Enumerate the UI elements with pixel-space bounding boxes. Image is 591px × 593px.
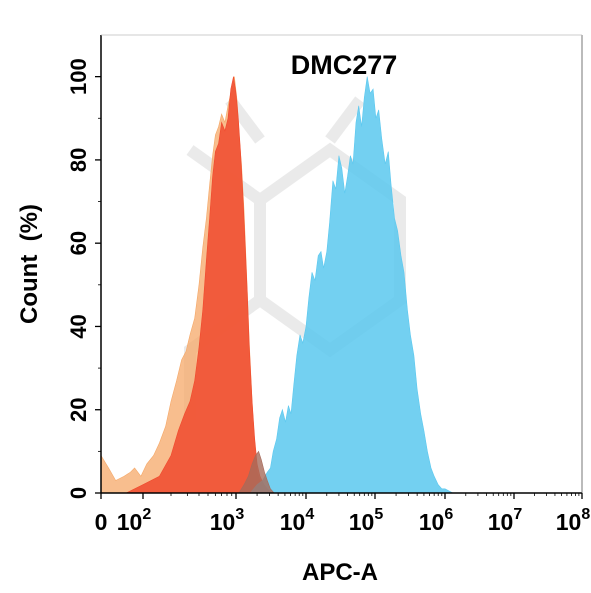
y-tick-label: 0: [66, 487, 91, 499]
y-tick-label: 80: [66, 148, 91, 172]
x-axis-label: APC-A: [302, 559, 378, 586]
histogram-series-2: [101, 76, 274, 494]
x-tick-label: 102: [117, 506, 152, 535]
histogram-series-4: [231, 450, 275, 494]
y-tick-label: 100: [66, 58, 91, 95]
histogram-series-3: [241, 76, 454, 494]
x-tick-label: 105: [349, 506, 384, 535]
y-axis-ticks: 0 20 40 60 80 100: [66, 58, 101, 499]
y-tick-label: 20: [66, 397, 91, 421]
series-layer: [100, 76, 454, 494]
x-tick-label: 107: [488, 506, 523, 535]
x-axis-ticks: 0 102 103 104 105 106 107 108: [95, 493, 591, 535]
y-axis-label: Count (%): [16, 204, 43, 324]
plot-frame: [100, 34, 583, 494]
y-tick-label: 60: [66, 231, 91, 255]
x-tick-label: 104: [280, 506, 315, 535]
x-tick-label: 106: [419, 506, 454, 535]
x-tick-label: 103: [210, 506, 245, 535]
x-tick-label: 108: [556, 506, 591, 535]
x-tick-label: 0: [95, 509, 108, 535]
chart-title: DMC277: [291, 50, 398, 80]
y-tick-label: 40: [66, 314, 91, 338]
